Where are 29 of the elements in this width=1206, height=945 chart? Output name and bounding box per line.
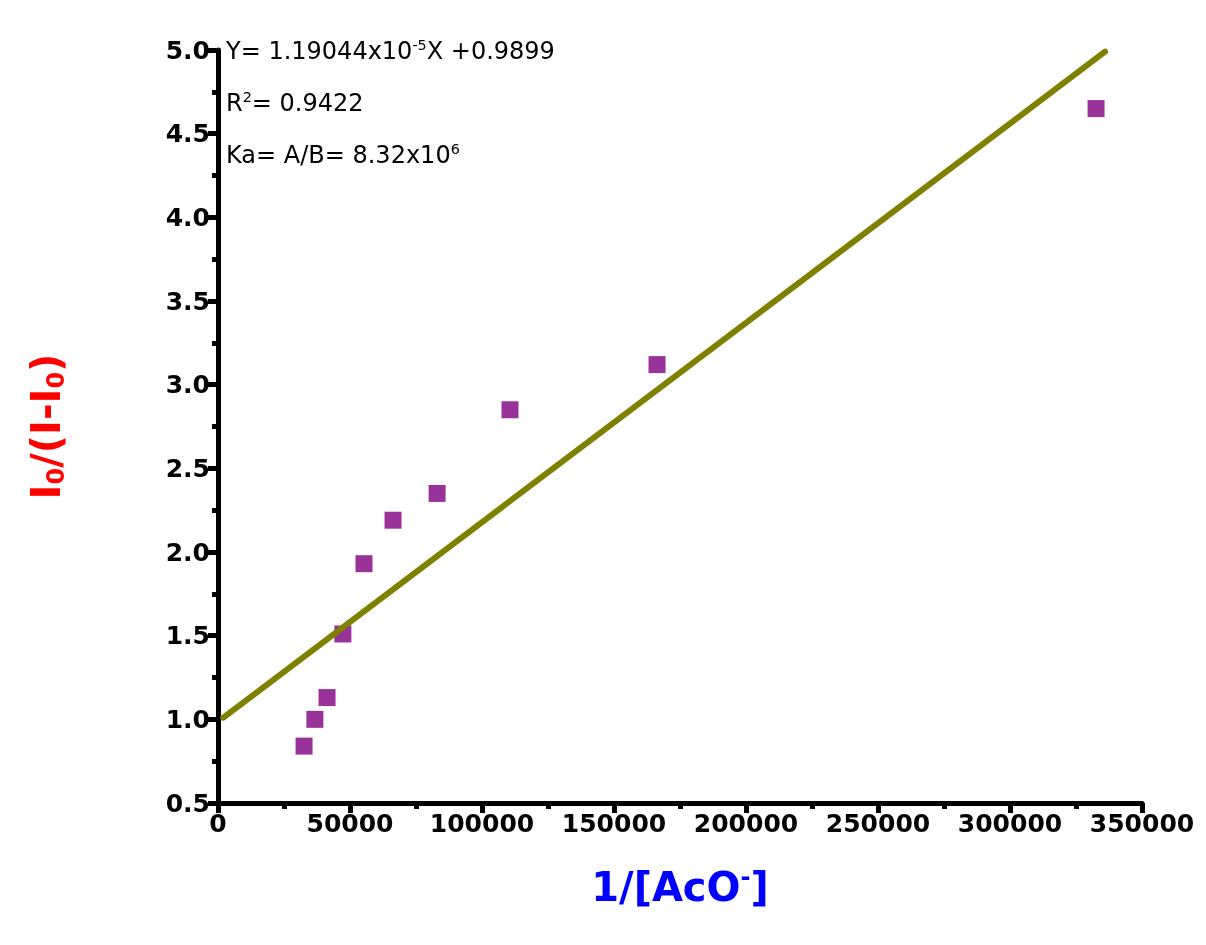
y-axis-title: I0/(I-I0) [23, 353, 70, 500]
x-tick-label: 100000 [429, 809, 535, 838]
x-tick-label: 250000 [825, 809, 931, 838]
y-tick-label: 3.5 [165, 286, 210, 316]
point [295, 737, 313, 755]
y-tick-label: 4.0 [165, 202, 210, 232]
x-tick-label: 0 [209, 809, 227, 838]
point [648, 356, 666, 374]
point [501, 401, 519, 419]
y-tick-label: 3.0 [165, 370, 210, 400]
x-tick-label: 350000 [1089, 809, 1195, 838]
y-tick-label: 1.5 [165, 621, 210, 651]
point [318, 689, 336, 707]
y-tick-label: 2.5 [165, 453, 210, 483]
y-tick-label: 2.0 [165, 537, 210, 567]
point [1087, 100, 1105, 118]
x-axis-title: 1/[AcO-] [591, 863, 769, 910]
point [428, 484, 446, 502]
x-tick-label: 200000 [693, 809, 799, 838]
y-tick-label: 1.0 [165, 704, 210, 734]
point [355, 555, 373, 573]
x-tick-label: 300000 [957, 809, 1063, 838]
point [384, 511, 402, 529]
x-tick-label: 50000 [306, 809, 394, 838]
y-tick-label: 0.5 [165, 788, 210, 818]
x-tick-label: 150000 [561, 809, 667, 838]
y-tick-label: 5.0 [165, 35, 210, 65]
point [306, 710, 324, 728]
y-tick-label: 4.5 [165, 119, 210, 149]
